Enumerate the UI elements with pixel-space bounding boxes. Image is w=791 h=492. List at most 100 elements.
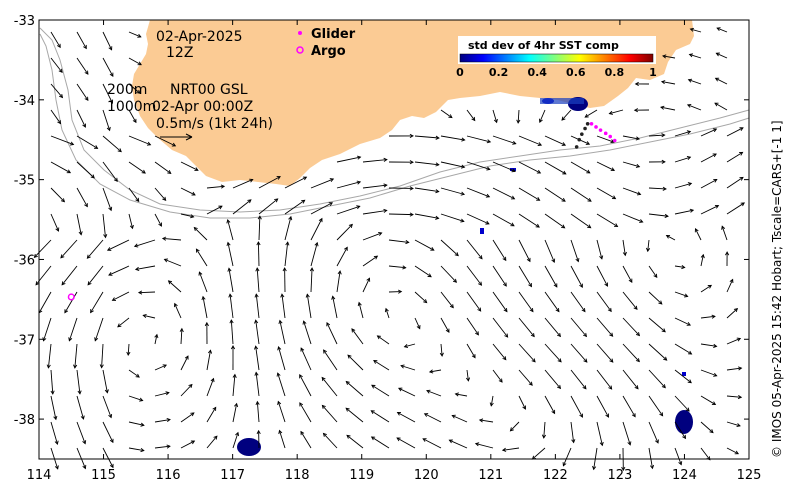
current-vector bbox=[622, 291, 638, 310]
current-vector bbox=[323, 349, 338, 371]
y-tick-label: -33 bbox=[14, 14, 35, 29]
current-vector-head bbox=[194, 167, 199, 171]
current-vector-head bbox=[210, 377, 215, 383]
current-vector bbox=[258, 216, 261, 241]
product-time-label: 02-Apr 00:00Z bbox=[152, 99, 253, 115]
current-vector-head bbox=[139, 397, 144, 402]
current-vector-head bbox=[80, 415, 85, 420]
current-vector-head bbox=[373, 360, 378, 364]
x-tick-label: 114 bbox=[27, 468, 52, 483]
current-vector-head bbox=[409, 160, 414, 165]
current-vector-head bbox=[686, 103, 692, 108]
current-vector-head bbox=[397, 289, 403, 294]
current-vector bbox=[371, 410, 390, 423]
current-vector-head bbox=[256, 241, 261, 246]
current-vector bbox=[518, 187, 540, 201]
current-vector bbox=[90, 291, 104, 313]
current-vector bbox=[466, 109, 476, 121]
current-vector-head bbox=[137, 290, 143, 295]
current-vector bbox=[492, 135, 516, 145]
current-vector bbox=[38, 291, 52, 314]
current-vector bbox=[596, 343, 614, 363]
current-vector-head bbox=[738, 366, 743, 371]
current-vector-head bbox=[158, 222, 162, 227]
current-vector-head bbox=[729, 278, 734, 284]
current-vector bbox=[74, 343, 78, 368]
current-vector-head bbox=[485, 220, 490, 225]
current-vector bbox=[466, 265, 482, 286]
x-axis: 114 115 116 117 118 119 120 121 122 123 124 125 bbox=[27, 20, 761, 483]
current-vector-head bbox=[538, 118, 543, 124]
plot-frame bbox=[38, 19, 750, 460]
current-vector-head bbox=[522, 405, 527, 410]
current-vector bbox=[596, 395, 609, 418]
current-vector bbox=[321, 377, 338, 397]
current-vector bbox=[180, 384, 193, 397]
glider-position bbox=[612, 138, 617, 143]
current-vector bbox=[440, 109, 453, 118]
current-vector-head bbox=[688, 350, 693, 355]
current-vector bbox=[544, 369, 561, 389]
current-vector-head bbox=[94, 145, 99, 149]
current-vector bbox=[440, 213, 464, 222]
current-vector bbox=[440, 161, 465, 168]
current-vector bbox=[716, 52, 728, 59]
argo-float-marker[interactable] bbox=[67, 293, 75, 301]
argo-legend-label: Argo bbox=[311, 44, 346, 59]
current-vector-head bbox=[451, 414, 456, 419]
current-vector-head bbox=[371, 384, 376, 389]
current-vector-head bbox=[553, 283, 558, 288]
current-vector bbox=[345, 381, 364, 397]
current-vector-head bbox=[33, 253, 38, 259]
current-vector-head bbox=[635, 332, 641, 337]
current-vector-head bbox=[218, 205, 223, 210]
current-vector bbox=[466, 369, 469, 381]
current-vector-head bbox=[255, 400, 260, 406]
current-vector-head bbox=[345, 407, 350, 412]
current-vector bbox=[570, 161, 591, 174]
current-vector-head bbox=[136, 89, 141, 94]
current-vector-head bbox=[366, 277, 371, 282]
current-vector bbox=[310, 218, 323, 241]
current-vector-head bbox=[135, 373, 140, 378]
current-vector bbox=[544, 291, 560, 312]
current-vector bbox=[284, 176, 307, 189]
current-vector bbox=[306, 294, 312, 319]
current-vector bbox=[154, 419, 171, 423]
glider-position bbox=[583, 126, 587, 131]
current-vector bbox=[544, 135, 566, 146]
current-vector bbox=[648, 369, 666, 388]
current-vector-head bbox=[309, 267, 314, 272]
current-vector bbox=[518, 317, 535, 337]
current-vector-head bbox=[402, 265, 407, 270]
current-vector-head bbox=[346, 434, 351, 439]
current-vector bbox=[726, 177, 744, 189]
current-vector bbox=[206, 407, 217, 423]
argo-legend-marker bbox=[296, 46, 304, 54]
current-vector-head bbox=[254, 371, 259, 376]
current-vector bbox=[622, 135, 640, 140]
current-vector bbox=[647, 239, 650, 252]
current-vector bbox=[492, 161, 516, 172]
current-vector-head bbox=[212, 406, 217, 411]
current-vector bbox=[687, 104, 702, 111]
current-vector bbox=[700, 395, 716, 405]
current-vector bbox=[466, 317, 479, 336]
current-vector bbox=[143, 314, 156, 319]
current-vector bbox=[256, 401, 260, 423]
current-vector-head bbox=[448, 114, 453, 119]
current-vector-head bbox=[73, 364, 78, 369]
current-vector-head bbox=[711, 401, 717, 406]
current-vector bbox=[102, 447, 114, 468]
glider-position bbox=[574, 145, 579, 149]
current-vector-head bbox=[687, 379, 692, 384]
current-vector-head bbox=[660, 80, 666, 85]
current-vector-head bbox=[653, 273, 658, 279]
current-vector bbox=[721, 226, 728, 241]
current-vector-head bbox=[400, 364, 405, 369]
current-vector-head bbox=[427, 273, 432, 278]
current-vector-head bbox=[627, 441, 632, 446]
current-vector bbox=[206, 378, 214, 397]
current-vector bbox=[726, 202, 745, 215]
current-vector bbox=[345, 407, 364, 423]
